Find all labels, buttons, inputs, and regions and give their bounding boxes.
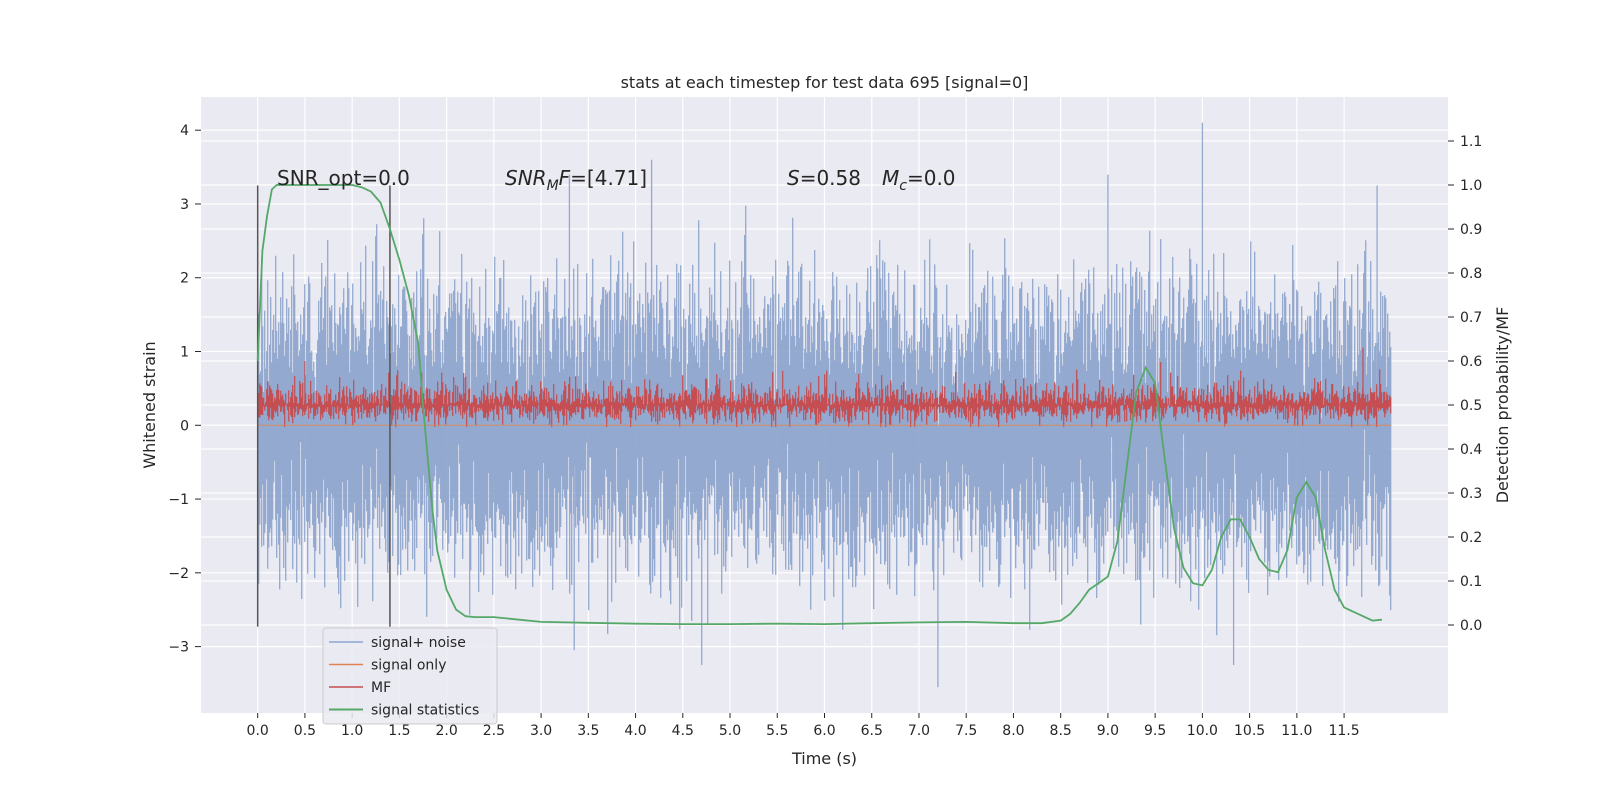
y2-tick-label: 1.1: [1460, 134, 1482, 150]
annotation-snr-mf-base: SNR: [505, 166, 547, 190]
chart-title: stats at each timestep for test data 695…: [621, 73, 1029, 92]
legend-label: MF: [371, 680, 391, 696]
y-tick-label: 1: [180, 345, 189, 361]
annotation-s-label: S: [787, 166, 800, 190]
y2-tick-label: 0.1: [1460, 574, 1482, 590]
x-tick-label: 3.0: [530, 723, 552, 739]
series-signal-statistics-line: [256, 184, 1382, 626]
x-tick-label: 3.5: [577, 723, 599, 739]
x-tick-label: 11.0: [1281, 723, 1312, 739]
x-tick-label: 5.5: [766, 723, 788, 739]
x-tick-label: 0.0: [247, 723, 269, 739]
x-tick-label: 9.5: [1144, 723, 1166, 739]
y2-axis-label: Detection probability/MF: [1493, 307, 1512, 504]
x-tick-label: 5.0: [719, 723, 741, 739]
x-tick-label: 11.5: [1328, 723, 1359, 739]
legend-items: signal+ noise signal only MF signal statist…: [329, 635, 479, 719]
x-tick-label: 7.0: [908, 723, 930, 739]
annotation-mc-value: =0.0: [907, 166, 956, 190]
x-tick-label: 10.0: [1187, 723, 1218, 739]
y2-tick-label: 0.5: [1460, 398, 1482, 414]
legend-label: signal only: [371, 658, 446, 674]
y2-tick-label: 0.7: [1460, 310, 1482, 326]
x-tick-label: 10.5: [1234, 723, 1265, 739]
x-tick-label: 2.0: [435, 723, 457, 739]
y2-tick-label: 0.8: [1460, 266, 1482, 282]
y-tick-label: 0: [180, 418, 189, 434]
x-tick-label: 6.5: [861, 723, 883, 739]
legend-label: signal+ noise: [371, 635, 466, 651]
x-tick-label: 8.0: [1002, 723, 1024, 739]
x-tick-label: 7.5: [955, 723, 977, 739]
y-tick-label: 4: [180, 123, 189, 139]
x-tick-label: 9.0: [1097, 723, 1119, 739]
vertical-markers: [256, 185, 391, 627]
annotation-snr-mf: SNRMF=[4.71]: [505, 166, 647, 194]
y-axis-label: Whitened strain: [140, 341, 159, 468]
x-tick-label: 1.0: [341, 723, 363, 739]
annotation-snr-opt: SNR_opt=0.0: [277, 166, 410, 190]
y2-tick-label: 0.0: [1460, 618, 1482, 634]
x-tick-label: 0.5: [294, 723, 316, 739]
y2-tick-label: 1.0: [1460, 178, 1482, 194]
y-tick-label: −2: [168, 566, 189, 582]
y2-tick-label: 0.9: [1460, 222, 1482, 238]
annotation-mc: Mc=0.0: [882, 166, 956, 194]
y-tick-label: −1: [168, 492, 189, 508]
x-tick-label: 6.0: [813, 723, 835, 739]
annotation-s: S=0.58: [787, 166, 861, 190]
axes: 0.0 0.5 1.0 1.5 2.0 2.5 3.0 3.5 4.0 4.5 5.0 5.5 6.0 6…: [168, 123, 1482, 739]
y2-tick-label: 0.6: [1460, 354, 1482, 370]
annotation-snr-mf-f: F: [559, 166, 571, 190]
y2-tick-label: 0.3: [1460, 486, 1482, 502]
x-tick-label: 1.5: [388, 723, 410, 739]
x-tick-label: 4.0: [624, 723, 646, 739]
annotation-mc-sub: c: [899, 178, 907, 194]
x-tick-label: 4.5: [672, 723, 694, 739]
annotation-snr-mf-value: =[4.71]: [570, 166, 647, 190]
y-tick-label: −3: [168, 640, 189, 656]
annotation-snr-mf-sub: M: [547, 178, 559, 194]
y-tick-label: 2: [180, 271, 189, 287]
legend-label: signal statistics: [371, 703, 479, 719]
legend-box: [322, 627, 498, 725]
y2-tick-label: 0.4: [1460, 442, 1482, 458]
x-tick-label: 2.5: [483, 723, 505, 739]
legend: signal+ noise signal only MF signal statist…: [322, 627, 498, 725]
y-tick-label: 3: [180, 197, 189, 213]
y2-tick-label: 0.2: [1460, 530, 1482, 546]
annotation-mc-base: M: [882, 166, 899, 190]
annotation-s-value: =0.58: [800, 166, 861, 190]
x-tick-label: 8.5: [1050, 723, 1072, 739]
x-axis-label: Time (s): [791, 749, 857, 768]
